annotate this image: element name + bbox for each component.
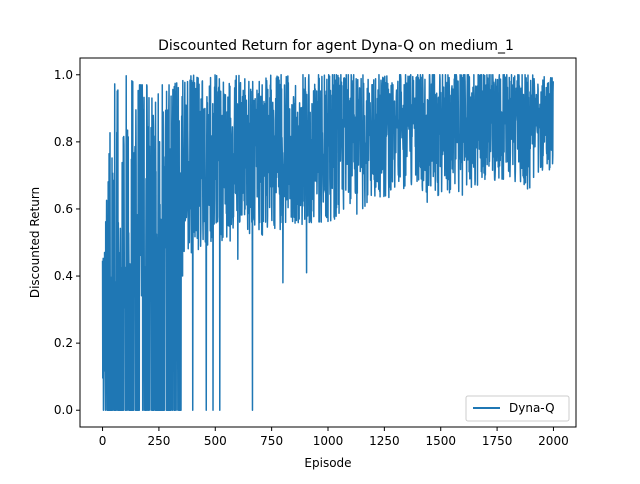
x-tick-label: 1000 (313, 434, 344, 448)
x-tick-label: 1500 (425, 434, 456, 448)
x-tick-label: 750 (260, 434, 283, 448)
x-axis: 0 250 500 750 1000 1250 1500 1750 2000 (99, 427, 569, 448)
y-tick-label: 0.4 (54, 269, 73, 283)
x-tick-label: 0 (99, 434, 107, 448)
x-axis-label: Episode (304, 456, 351, 470)
x-tick-label: 250 (147, 434, 170, 448)
x-tick-label: 500 (204, 434, 227, 448)
y-axis: 0.0 0.2 0.4 0.6 0.8 1.0 (54, 68, 80, 417)
y-tick-label: 1.0 (54, 68, 73, 82)
legend: Dyna-Q (465, 395, 570, 422)
x-tick-label: 1750 (482, 434, 513, 448)
y-axis-label: Discounted Return (28, 187, 42, 298)
legend-label-dyna-q: Dyna-Q (509, 401, 555, 415)
y-tick-label: 0.8 (54, 135, 73, 149)
legend-box (465, 395, 570, 422)
chart-title: Discounted Return for agent Dyna-Q on me… (158, 38, 514, 54)
x-tick-label: 1250 (369, 434, 400, 448)
x-tick-label: 2000 (538, 434, 569, 448)
y-tick-label: 0.0 (54, 403, 73, 417)
plot-layer (101, 74, 554, 411)
series-line-dyna-q (101, 74, 554, 411)
y-tick-label: 0.2 (54, 336, 73, 350)
y-tick-label: 0.6 (54, 202, 73, 216)
